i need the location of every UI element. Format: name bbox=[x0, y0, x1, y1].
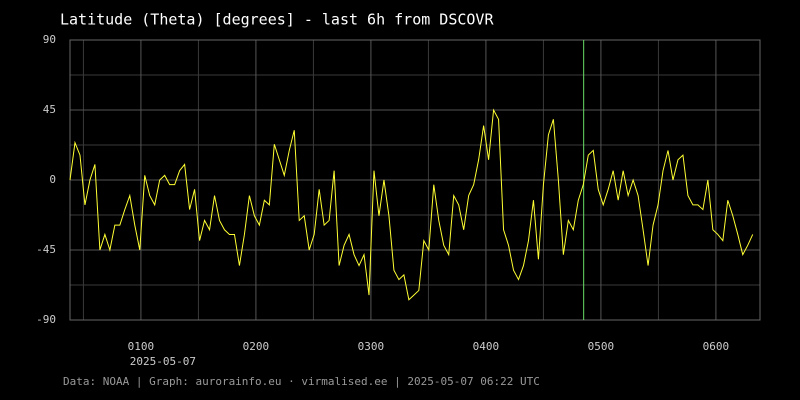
y-tick-label: -90 bbox=[36, 313, 56, 326]
x-tick-label: 0400 bbox=[473, 340, 500, 353]
date-label: 2025-05-07 bbox=[130, 355, 196, 368]
y-tick-label: 45 bbox=[43, 103, 56, 116]
x-tick-label: 0300 bbox=[358, 340, 385, 353]
x-tick-label: 0200 bbox=[243, 340, 270, 353]
y-tick-label: 90 bbox=[43, 33, 56, 46]
chart-title: Latitude (Theta) [degrees] - last 6h fro… bbox=[60, 11, 494, 29]
y-tick-label: 0 bbox=[49, 173, 56, 186]
y-tick-label: -45 bbox=[36, 243, 56, 256]
x-tick-label: 0600 bbox=[703, 340, 730, 353]
x-tick-label: 0500 bbox=[588, 340, 615, 353]
x-tick-label: 0100 bbox=[128, 340, 155, 353]
footer: Data: NOAA | Graph: aurorainfo.eu · virm… bbox=[63, 375, 540, 388]
data-line bbox=[69, 108, 754, 301]
